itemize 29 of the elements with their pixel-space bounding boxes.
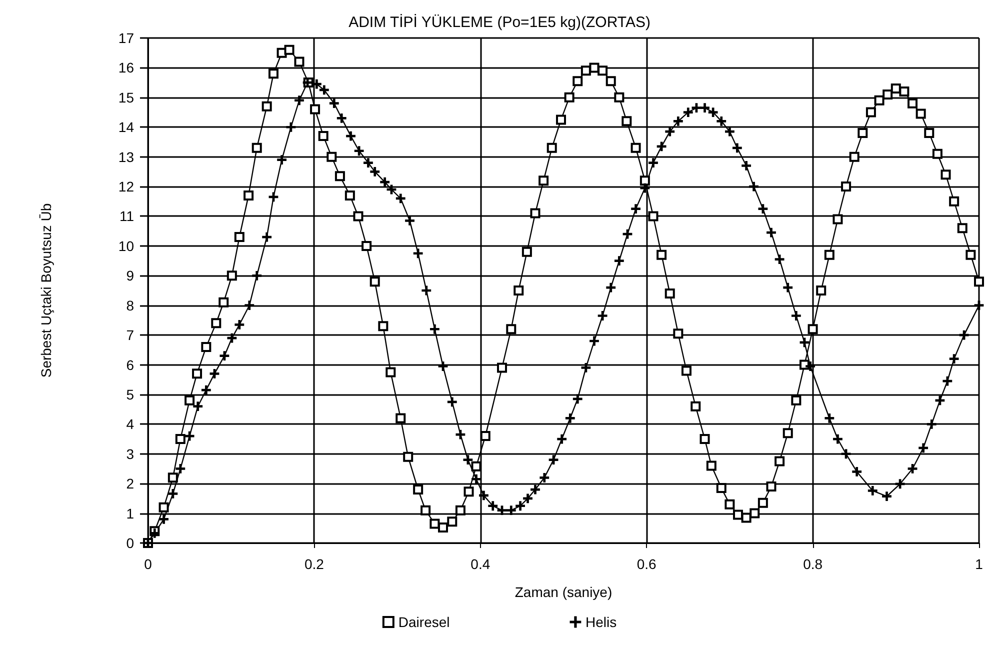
y-tick-label: 10: [118, 238, 134, 254]
y-tick-label: 1: [126, 505, 134, 522]
y-tick-label: 0: [126, 535, 134, 551]
x-axis-title: Zaman (saniye): [514, 584, 612, 600]
y-tick-label: 12: [118, 178, 134, 195]
x-tick-label: 0.6: [636, 556, 657, 572]
legend-label: Helis: [585, 614, 617, 630]
y-tick-label: 11: [119, 208, 134, 224]
x-tick-label: 0: [144, 556, 152, 572]
y-tick-label: 9: [126, 268, 134, 284]
y-tick-label: 5: [126, 386, 134, 402]
x-tick-label: 0.8: [803, 556, 823, 572]
y-tick-label: 7: [126, 327, 134, 344]
y-tick-label: 3: [126, 446, 134, 462]
y-tick-label: 15: [118, 89, 134, 106]
legend-label: Dairesel: [398, 614, 450, 630]
y-tick-label: 6: [126, 356, 134, 373]
y-tick-label: 2: [126, 476, 134, 492]
y-tick-label: 14: [118, 119, 134, 136]
y-tick-label: 17: [118, 30, 134, 46]
y-axis-title: Serbest Uçtaki Boyutsuz Ūb: [38, 203, 54, 378]
chart-title: ADIM TİPİ YÜKLEME (Po=1E5 kg)(ZORTAS): [348, 13, 650, 31]
y-tick-label: 16: [118, 60, 134, 76]
y-tick-label: 13: [118, 148, 134, 165]
x-tick-label: 0.2: [304, 556, 324, 572]
x-tick-label: 0.4: [470, 556, 490, 572]
x-tick-label: 1: [975, 556, 984, 572]
y-tick-label: 8: [126, 297, 134, 314]
y-tick-label: 4: [126, 416, 134, 432]
